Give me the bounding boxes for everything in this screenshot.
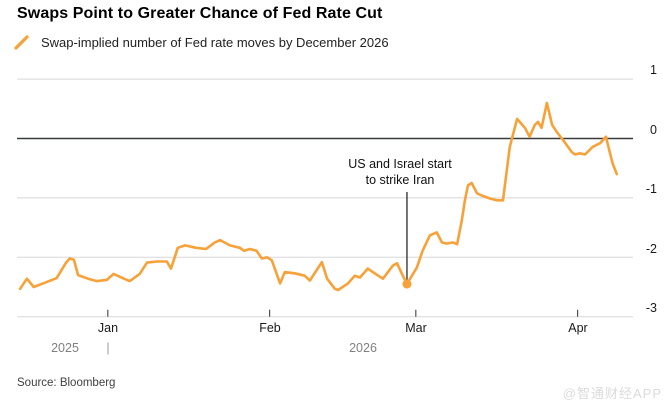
annotation-dot: [402, 279, 412, 289]
y-tick-label: -3: [645, 301, 657, 315]
y-tick-label: 0: [650, 122, 657, 137]
watermark: @智通财经APP: [562, 386, 662, 401]
annotation-text: US and Israel start to strike Iran: [348, 157, 452, 188]
x-tick-label-feb: Feb: [259, 321, 281, 335]
legend-label: Swap-implied number of Fed rate moves by…: [41, 35, 389, 50]
year-label-2025: 2025: [51, 341, 79, 355]
x-tick-label-apr: Apr: [568, 321, 588, 335]
x-tick-label-jan: Jan: [97, 321, 119, 335]
y-tick-label: -1: [645, 182, 657, 196]
year-label-2026: 2026: [349, 341, 377, 355]
orange-slash-icon: [14, 35, 29, 50]
source-note: Source: Bloomberg: [17, 377, 116, 389]
series-line: [18, 101, 619, 292]
y-tick-label: 1: [650, 63, 657, 77]
y-tick-label: -2: [645, 241, 657, 256]
x-tick-label-mar: Mar: [405, 321, 427, 335]
year-divider: |: [106, 341, 110, 355]
chart-title: Swaps Point to Greater Chance of Fed Rat…: [17, 5, 383, 22]
